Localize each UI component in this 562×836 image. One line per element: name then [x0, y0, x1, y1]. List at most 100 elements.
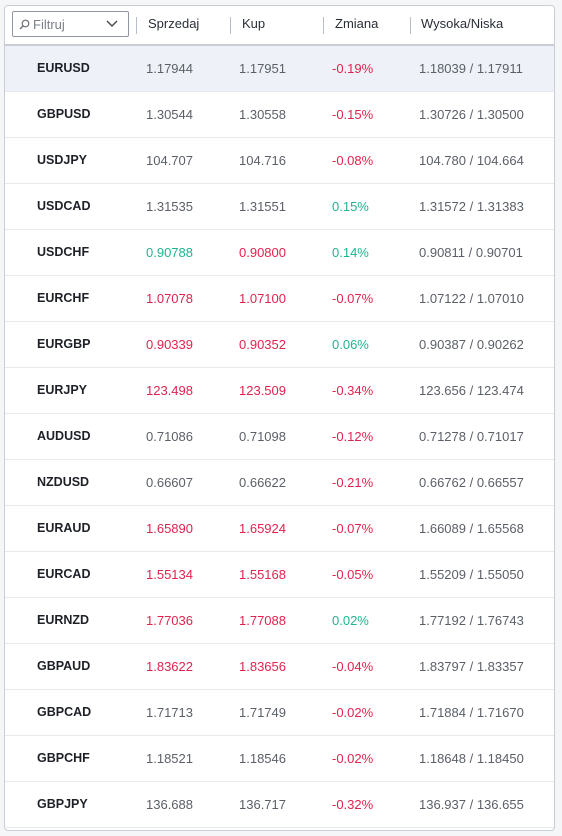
change-cell: -0.08%: [332, 153, 374, 168]
buy-price-cell[interactable]: 1.07100: [239, 291, 286, 306]
change-cell: -0.07%: [332, 291, 374, 306]
buy-price-cell[interactable]: 1.31551: [239, 199, 286, 214]
buy-price-cell[interactable]: 1.17951: [239, 61, 286, 76]
high-low-cell: 1.83797 / 1.83357: [419, 659, 524, 674]
table-row[interactable]: EURGBP 0.90339 0.90352 0.06% 0.90387 / 0.902…: [5, 322, 554, 368]
symbol-cell: GBPJPY: [37, 797, 88, 811]
column-header-high-low[interactable]: Wysoka/Niska: [421, 16, 504, 31]
sell-price-cell[interactable]: 1.31535: [146, 199, 193, 214]
change-cell: 0.02%: [332, 613, 369, 628]
high-low-cell: 1.07122 / 1.07010: [419, 291, 524, 306]
sell-price-cell[interactable]: 1.17944: [146, 61, 193, 76]
change-cell: -0.02%: [332, 751, 374, 766]
change-cell: 0.14%: [332, 245, 369, 260]
buy-price-cell[interactable]: 1.65924: [239, 521, 286, 536]
buy-price-cell[interactable]: 1.71749: [239, 705, 286, 720]
change-cell: -0.02%: [332, 705, 374, 720]
symbol-cell: NZDUSD: [37, 475, 90, 489]
symbol-cell: EURUSD: [37, 61, 90, 75]
buy-price-cell[interactable]: 1.55168: [239, 567, 286, 582]
change-cell: -0.21%: [332, 475, 374, 490]
table-header: Filtruj Sprzedaj Kup Zmiana Wysoka/Niska: [5, 6, 554, 46]
high-low-cell: 0.66762 / 0.66557: [419, 475, 524, 490]
symbol-cell: GBPAUD: [37, 659, 91, 673]
quotes-panel: Filtruj Sprzedaj Kup Zmiana Wysoka/Niska…: [4, 5, 555, 831]
change-cell: -0.34%: [332, 383, 374, 398]
change-cell: -0.12%: [332, 429, 374, 444]
table-row[interactable]: USDJPY 104.707 104.716 -0.08% 104.780 / 104.…: [5, 138, 554, 184]
table-row[interactable]: EURUSD 1.17944 1.17951 -0.19% 1.18039 / 1.17…: [5, 46, 554, 92]
sell-price-cell[interactable]: 1.77036: [146, 613, 193, 628]
symbol-cell: EURGBP: [37, 337, 91, 351]
high-low-cell: 1.30726 / 1.30500: [419, 107, 524, 122]
high-low-cell: 0.90811 / 0.90701: [419, 245, 523, 260]
table-row[interactable]: GBPCAD 1.71713 1.71749 -0.02% 1.71884 / 1.71…: [5, 690, 554, 736]
sell-price-cell[interactable]: 104.707: [146, 153, 193, 168]
table-row[interactable]: EURCHF 1.07078 1.07100 -0.07% 1.07122 / 1.07…: [5, 276, 554, 322]
high-low-cell: 1.18648 / 1.18450: [419, 751, 524, 766]
column-header-buy[interactable]: Kup: [242, 16, 266, 31]
buy-price-cell[interactable]: 136.717: [239, 797, 286, 812]
symbol-cell: EURJPY: [37, 383, 88, 397]
table-row[interactable]: USDCAD 1.31535 1.31551 0.15% 1.31572 / 1.313…: [5, 184, 554, 230]
sell-price-cell[interactable]: 1.71713: [146, 705, 193, 720]
table-row[interactable]: EURJPY 123.498 123.509 -0.34% 123.656 / 123.…: [5, 368, 554, 414]
change-cell: -0.05%: [332, 567, 374, 582]
table-row[interactable]: USDCHF 0.90788 0.90800 0.14% 0.90811 / 0.907…: [5, 230, 554, 276]
buy-price-cell[interactable]: 1.30558: [239, 107, 286, 122]
symbol-cell: GBPCAD: [37, 705, 92, 719]
table-row[interactable]: GBPAUD 1.83622 1.83656 -0.04% 1.83797 / 1.83…: [5, 644, 554, 690]
sell-price-cell[interactable]: 0.90788: [146, 245, 193, 260]
high-low-cell: 1.66089 / 1.65568: [419, 521, 524, 536]
column-header-sell[interactable]: Sprzedaj: [148, 16, 200, 31]
sell-price-cell[interactable]: 1.65890: [146, 521, 193, 536]
header-divider: [230, 17, 231, 34]
change-cell: -0.07%: [332, 521, 374, 536]
buy-price-cell[interactable]: 104.716: [239, 153, 286, 168]
chevron-down-icon: [106, 20, 118, 28]
buy-price-cell[interactable]: 0.90352: [239, 337, 286, 352]
filter-dropdown[interactable]: Filtruj: [12, 11, 129, 37]
table-row[interactable]: GBPCHF 1.18521 1.18546 -0.02% 1.18648 / 1.18…: [5, 736, 554, 782]
sell-price-cell[interactable]: 1.18521: [146, 751, 193, 766]
sell-price-cell[interactable]: 0.71086: [146, 429, 193, 444]
buy-price-cell[interactable]: 0.66622: [239, 475, 286, 490]
sell-price-cell[interactable]: 0.90339: [146, 337, 193, 352]
symbol-cell: USDJPY: [37, 153, 88, 167]
buy-price-cell[interactable]: 1.77088: [239, 613, 286, 628]
buy-price-cell[interactable]: 123.509: [239, 383, 286, 398]
buy-price-cell[interactable]: 1.83656: [239, 659, 286, 674]
table-row[interactable]: GBPUSD 1.30544 1.30558 -0.15% 1.30726 / 1.30…: [5, 92, 554, 138]
table-row[interactable]: EURNZD 1.77036 1.77088 0.02% 1.77192 / 1.767…: [5, 598, 554, 644]
sell-price-cell[interactable]: 1.07078: [146, 291, 193, 306]
sell-price-cell[interactable]: 136.688: [146, 797, 193, 812]
buy-price-cell[interactable]: 1.18546: [239, 751, 286, 766]
table-row[interactable]: AUDUSD 0.71086 0.71098 -0.12% 0.71278 / 0.71…: [5, 414, 554, 460]
symbol-cell: GBPCHF: [37, 751, 90, 765]
symbol-cell: USDCAD: [37, 199, 91, 213]
table-row[interactable]: EURAUD 1.65890 1.65924 -0.07% 1.66089 / 1.65…: [5, 506, 554, 552]
sell-price-cell[interactable]: 0.66607: [146, 475, 193, 490]
high-low-cell: 104.780 / 104.664: [419, 153, 524, 168]
change-cell: -0.04%: [332, 659, 374, 674]
search-icon: [19, 19, 30, 29]
symbol-cell: EURCAD: [37, 567, 91, 581]
sell-price-cell[interactable]: 1.55134: [146, 567, 193, 582]
high-low-cell: 136.937 / 136.655: [419, 797, 524, 812]
sell-price-cell[interactable]: 1.83622: [146, 659, 193, 674]
sell-price-cell[interactable]: 1.30544: [146, 107, 193, 122]
symbol-cell: EURNZD: [37, 613, 90, 627]
header-divider: [410, 17, 411, 34]
table-row[interactable]: NZDUSD 0.66607 0.66622 -0.21% 0.66762 / 0.66…: [5, 460, 554, 506]
column-header-change[interactable]: Zmiana: [335, 16, 379, 31]
sell-price-cell[interactable]: 123.498: [146, 383, 193, 398]
high-low-cell: 1.77192 / 1.76743: [419, 613, 524, 628]
change-cell: -0.15%: [332, 107, 374, 122]
table-row[interactable]: GBPJPY 136.688 136.717 -0.32% 136.937 / 136.…: [5, 782, 554, 828]
high-low-cell: 1.31572 / 1.31383: [419, 199, 524, 214]
table-row[interactable]: EURCAD 1.55134 1.55168 -0.05% 1.55209 / 1.55…: [5, 552, 554, 598]
high-low-cell: 1.71884 / 1.71670: [419, 705, 524, 720]
symbol-cell: AUDUSD: [37, 429, 91, 443]
buy-price-cell[interactable]: 0.71098: [239, 429, 286, 444]
buy-price-cell[interactable]: 0.90800: [239, 245, 286, 260]
